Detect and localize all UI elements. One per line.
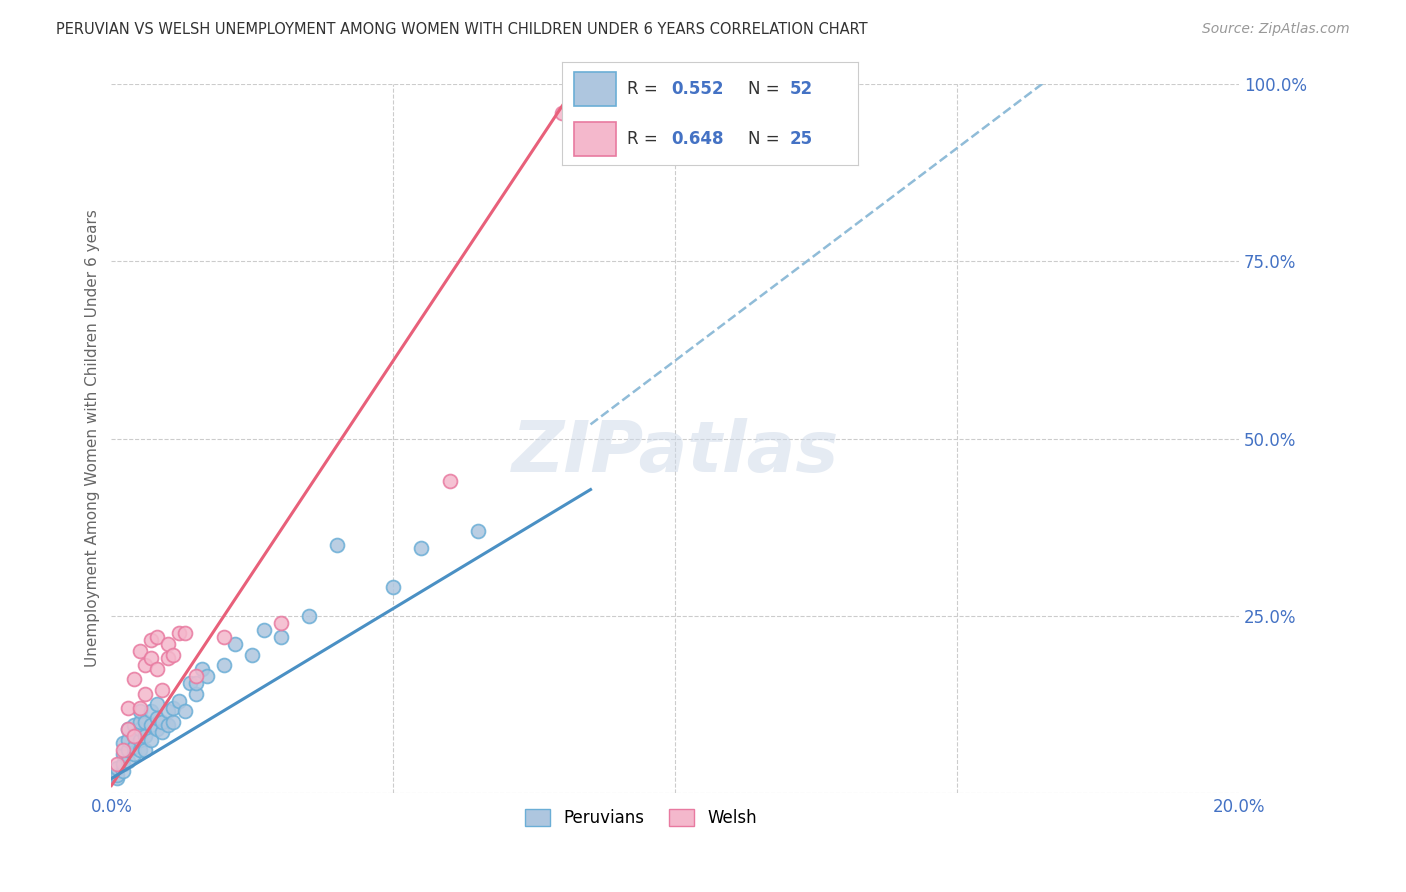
Point [111,743,134,757]
Point [150,714,173,729]
Point [128,644,150,658]
Point [111,764,134,779]
Point [190,662,212,676]
Point [173,704,195,718]
Text: N =: N = [748,130,786,148]
Point [128,714,150,729]
Point [252,623,274,637]
Text: ZIPatlas: ZIPatlas [512,418,839,487]
Point [117,700,139,714]
Point [156,651,179,665]
Point [184,686,207,700]
Point [111,757,134,772]
Point [224,637,246,651]
Point [105,768,128,782]
Point [139,633,162,648]
Point [167,693,190,707]
Point [122,729,145,743]
Point [212,658,235,673]
Text: 25: 25 [790,130,813,148]
Point [156,704,179,718]
Y-axis label: Unemployment Among Women with Children Under 6 years: Unemployment Among Women with Children U… [86,210,100,667]
Point [117,722,139,736]
Point [298,608,321,623]
Point [173,626,195,640]
Point [156,718,179,732]
Point [105,757,128,772]
Point [162,714,184,729]
Legend: Peruvians, Welsh: Peruvians, Welsh [519,803,763,834]
Point [128,732,150,747]
Point [270,615,292,630]
Point [105,761,128,775]
Point [117,743,139,757]
Text: 0.552: 0.552 [672,79,724,97]
FancyBboxPatch shape [574,122,616,156]
Point [134,686,156,700]
Point [240,648,263,662]
Point [551,105,574,120]
Point [439,474,461,488]
Point [467,524,489,538]
Point [117,732,139,747]
Point [117,754,139,768]
Point [270,630,292,644]
Point [382,580,405,594]
Point [122,673,145,687]
Point [134,714,156,729]
Point [167,626,190,640]
Point [145,630,167,644]
Point [326,538,349,552]
Point [184,669,207,683]
Text: N =: N = [748,79,786,97]
Point [134,743,156,757]
Point [162,648,184,662]
Point [128,704,150,718]
Point [139,651,162,665]
Point [122,739,145,754]
Point [122,747,145,761]
Text: 0.648: 0.648 [672,130,724,148]
Point [105,772,128,786]
Point [139,732,162,747]
Point [145,711,167,725]
Point [195,669,218,683]
Text: Source: ZipAtlas.com: Source: ZipAtlas.com [1202,22,1350,37]
FancyBboxPatch shape [574,71,616,105]
Point [150,725,173,739]
Point [111,736,134,750]
Point [411,541,433,556]
Point [117,722,139,736]
Text: R =: R = [627,130,664,148]
Point [145,722,167,736]
Point [128,722,150,736]
Text: 52: 52 [790,79,813,97]
Point [134,658,156,673]
Point [162,700,184,714]
Point [156,637,179,651]
Text: PERUVIAN VS WELSH UNEMPLOYMENT AMONG WOMEN WITH CHILDREN UNDER 6 YEARS CORRELATI: PERUVIAN VS WELSH UNEMPLOYMENT AMONG WOM… [56,22,868,37]
Text: R =: R = [627,79,664,97]
Point [139,718,162,732]
Point [150,683,173,698]
Point [145,662,167,676]
Point [139,704,162,718]
Point [128,700,150,714]
Point [145,697,167,711]
Point [212,630,235,644]
Point [122,729,145,743]
Point [122,718,145,732]
Point [184,676,207,690]
Point [111,747,134,761]
Point [134,729,156,743]
Point [179,676,201,690]
Point [128,743,150,757]
